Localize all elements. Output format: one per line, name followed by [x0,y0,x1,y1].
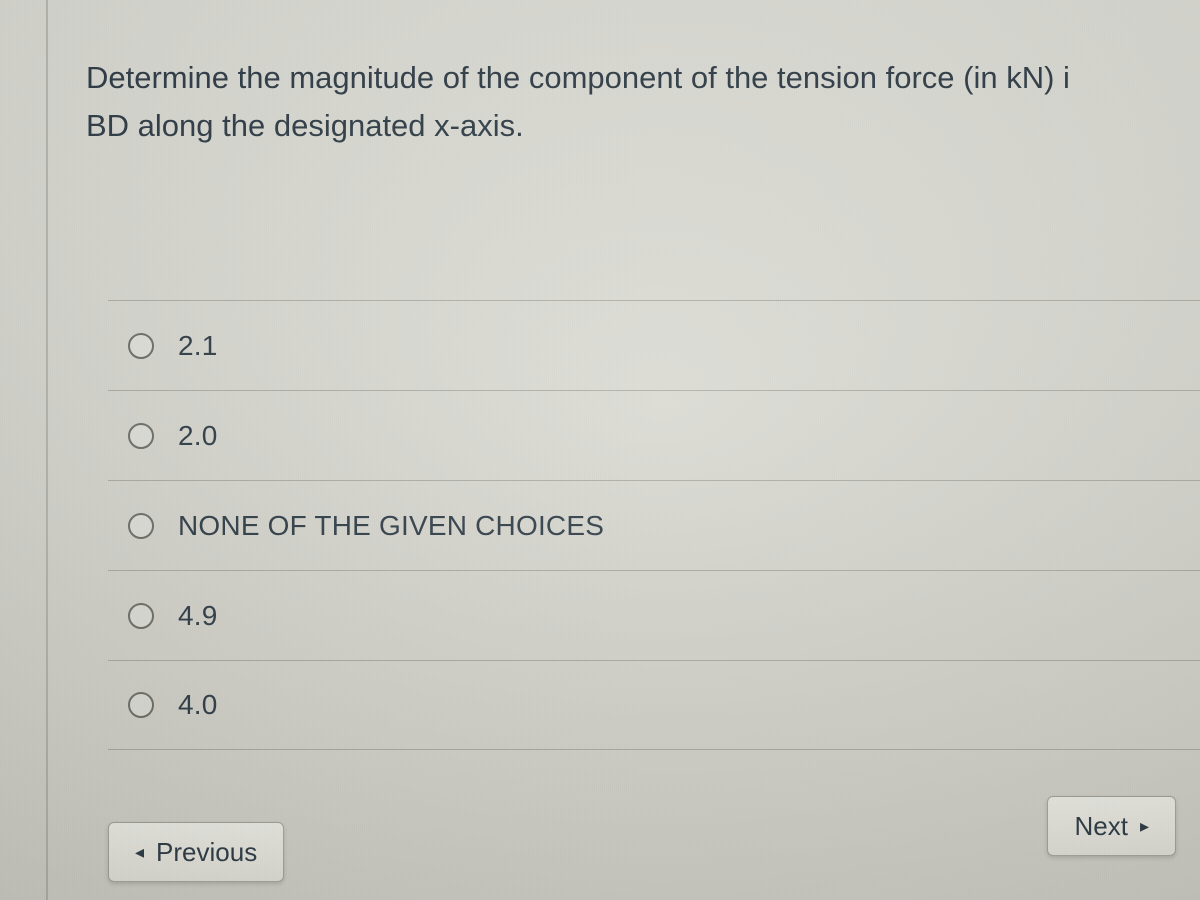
radio-icon[interactable] [128,513,154,539]
quiz-page: Determine the magnitude of the component… [0,0,1200,900]
option-row[interactable]: 4.0 [108,660,1200,750]
left-rule [46,0,48,900]
question-line-2: BD along the designated x-axis. [86,108,524,143]
option-row[interactable]: 4.9 [108,570,1200,660]
options-list: 2.1 2.0 NONE OF THE GIVEN CHOICES 4.9 4.… [108,300,1200,750]
question-text: Determine the magnitude of the component… [86,54,1200,150]
previous-button[interactable]: ◂ Previous [108,822,284,882]
next-button[interactable]: Next ▸ [1047,796,1176,856]
option-row[interactable]: 2.0 [108,390,1200,480]
option-label: 2.1 [178,330,218,362]
radio-icon[interactable] [128,333,154,359]
previous-button-label: Previous [156,837,257,868]
option-row[interactable]: 2.1 [108,300,1200,390]
next-button-label: Next [1074,811,1127,842]
option-label: 4.9 [178,600,218,632]
radio-icon[interactable] [128,423,154,449]
radio-icon[interactable] [128,692,154,718]
option-label: 4.0 [178,689,218,721]
radio-icon[interactable] [128,603,154,629]
option-label: 2.0 [178,420,218,452]
nav-bar: ◂ Previous Next ▸ [108,802,1176,882]
question-line-1: Determine the magnitude of the component… [86,60,1070,95]
chevron-right-icon: ▸ [1140,816,1149,837]
option-row[interactable]: NONE OF THE GIVEN CHOICES [108,480,1200,570]
option-label: NONE OF THE GIVEN CHOICES [178,510,604,542]
chevron-left-icon: ◂ [135,842,144,863]
